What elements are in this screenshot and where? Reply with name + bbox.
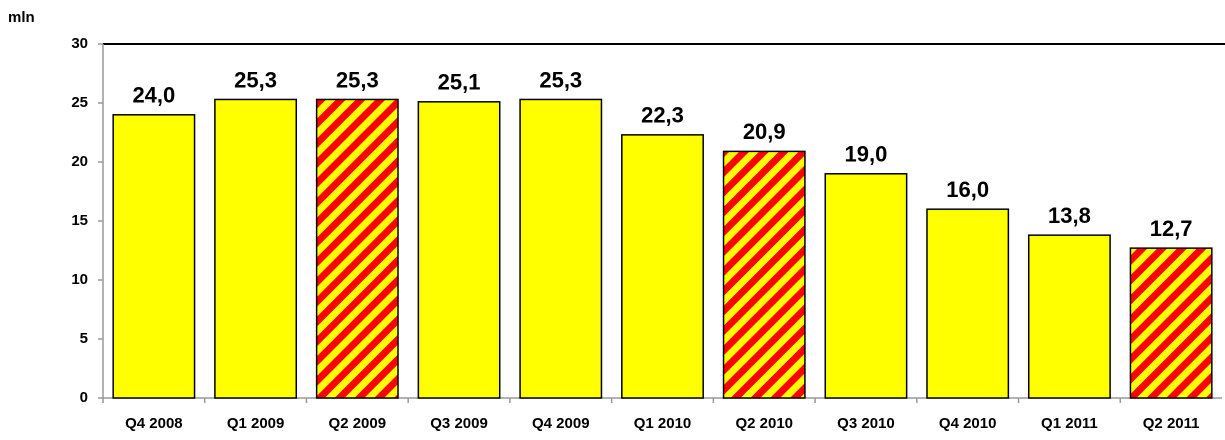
y-tick-label: 30 bbox=[71, 35, 88, 52]
x-tick-label: Q2 2010 bbox=[735, 415, 793, 432]
value-label: 19,0 bbox=[845, 142, 888, 167]
x-tick-label: Q4 2008 bbox=[125, 415, 183, 432]
x-tick-label: Q4 2010 bbox=[939, 415, 997, 432]
value-label: 24,0 bbox=[132, 83, 175, 108]
y-axis-label: mln bbox=[8, 9, 35, 26]
bar bbox=[926, 208, 1010, 399]
bar bbox=[112, 114, 196, 399]
y-tick-label: 25 bbox=[71, 94, 88, 111]
bar bbox=[1129, 247, 1213, 399]
y-tick-label: 0 bbox=[80, 389, 88, 406]
value-label: 16,0 bbox=[946, 177, 989, 202]
bar bbox=[315, 98, 399, 399]
x-tick-label: Q2 2011 bbox=[1143, 415, 1200, 432]
y-tick-label: 5 bbox=[80, 330, 88, 347]
value-label: 22,3 bbox=[641, 103, 684, 128]
bar bbox=[1027, 234, 1111, 399]
bar bbox=[621, 134, 704, 399]
value-label: 25,3 bbox=[234, 67, 277, 92]
y-tick-label: 10 bbox=[71, 271, 88, 288]
x-tick-label: Q4 2009 bbox=[532, 415, 590, 432]
value-label: 20,9 bbox=[743, 119, 786, 144]
value-label: 25,1 bbox=[438, 70, 481, 95]
x-tick-label: Q3 2010 bbox=[837, 415, 895, 432]
x-tick-label: Q2 2009 bbox=[329, 415, 387, 432]
value-label: 25,3 bbox=[539, 67, 582, 92]
y-tick-label: 15 bbox=[71, 212, 88, 229]
x-tick-label: Q1 2009 bbox=[227, 415, 285, 432]
y-tick-label: 20 bbox=[71, 153, 88, 170]
value-label: 12,7 bbox=[1150, 216, 1193, 241]
x-tick-label: Q1 2011 bbox=[1041, 415, 1098, 432]
value-label: 25,3 bbox=[336, 67, 379, 92]
bar bbox=[417, 101, 501, 399]
bar bbox=[214, 98, 298, 399]
x-tick-label: Q1 2010 bbox=[634, 415, 692, 432]
bar bbox=[824, 173, 908, 399]
bar bbox=[722, 150, 806, 399]
value-label: 13,8 bbox=[1048, 203, 1091, 228]
bar bbox=[519, 98, 603, 399]
x-tick-label: Q3 2009 bbox=[430, 415, 488, 432]
